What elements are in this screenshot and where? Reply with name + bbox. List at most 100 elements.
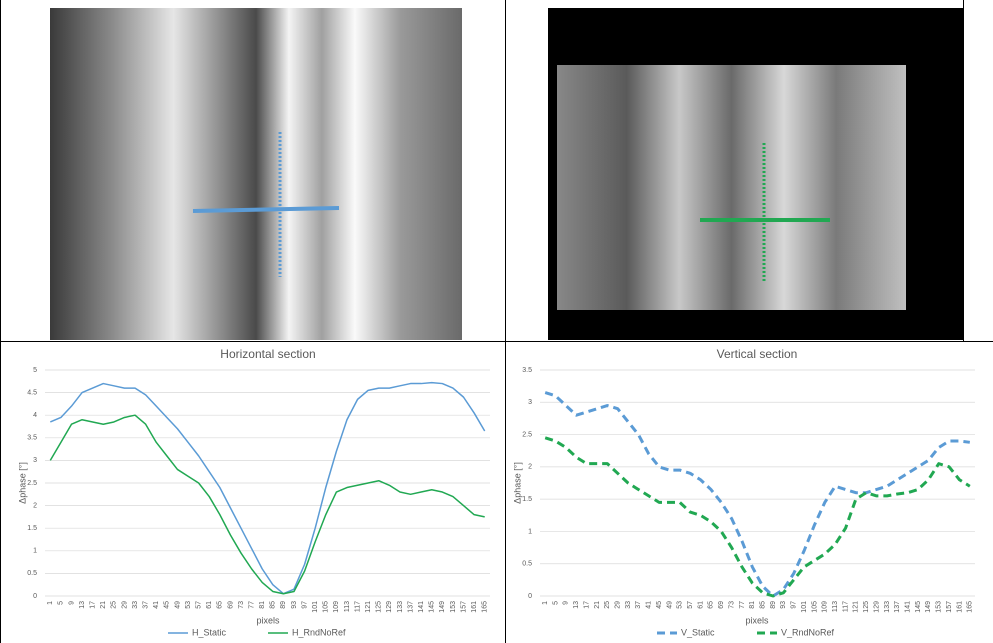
x-tick-label: 125 [376,601,383,613]
x-tick-label: 73 [728,601,735,609]
y-tick-label: 5 [33,367,37,374]
x-tick-label: 93 [780,601,787,609]
x-tick-label: 101 [801,601,808,613]
x-tick-label: 21 [594,601,601,609]
x-tick-label: 141 [418,601,425,613]
x-tick-label: 165 [967,601,974,613]
x-tick-label: 49 [174,601,181,609]
x-tick-label: 9 [68,601,75,605]
x-tick-label: 97 [791,601,798,609]
x-tick-label: 157 [460,601,467,613]
x-tick-label: 69 [718,601,725,609]
x-tick-label: 65 [217,601,224,609]
series-line [544,391,971,598]
x-axis-label: pixels [256,615,280,625]
y-tick-label: 0.5 [522,561,532,568]
y-tick-label: 1.5 [27,525,37,532]
x-tick-label: 113 [832,601,839,612]
x-tick-label: 117 [354,601,361,612]
x-tick-label: 121 [853,601,860,613]
image-left [50,8,462,340]
x-tick-label: 69 [227,601,234,609]
x-tick-label: 105 [811,601,818,613]
x-tick-label: 13 [573,601,580,609]
y-tick-label: 3 [33,457,37,464]
series-line [50,381,486,595]
x-tick-label: 13 [79,601,86,609]
x-tick-label: 57 [687,601,694,609]
x-tick-label: 109 [333,601,340,613]
x-tick-label: 81 [259,601,266,609]
x-tick-label: 145 [429,601,436,613]
y-tick-label: 0 [528,593,532,600]
y-tick-label: 1 [33,548,37,555]
y-tick-label: 2 [528,464,532,471]
x-tick-label: 57 [195,601,202,609]
x-tick-label: 121 [365,601,372,613]
x-tick-label: 125 [863,601,870,613]
x-tick-label: 77 [739,601,746,609]
y-tick-label: 2.5 [27,480,37,487]
x-tick-label: 5 [552,601,559,605]
x-tick-label: 29 [121,601,128,609]
x-tick-label: 145 [915,601,922,613]
chart-title: Horizontal section [220,347,315,361]
x-tick-label: 161 [956,601,963,613]
x-tick-label: 81 [749,601,756,609]
y-tick-label: 1 [528,528,532,535]
y-axis-label: Δphase [°] [17,462,27,504]
x-tick-label: 93 [291,601,298,609]
x-tick-label: 153 [450,601,457,613]
y-tick-label: 3 [528,399,532,406]
y-tick-label: 4 [33,412,37,419]
x-tick-label: 21 [100,601,107,609]
x-tick-label: 89 [280,601,287,609]
y-tick-label: 1.5 [522,496,532,503]
x-tick-label: 17 [90,601,97,609]
legend-label: V_Static [681,627,715,637]
x-tick-label: 9 [563,601,570,605]
x-tick-label: 29 [615,601,622,609]
x-tick-label: 161 [471,601,478,613]
x-tick-label: 61 [697,601,704,609]
x-tick-label: 37 [142,601,149,609]
x-tick-label: 41 [646,601,653,609]
x-tick-label: 45 [164,601,171,609]
x-tick-label: 49 [666,601,673,609]
x-tick-label: 5 [58,601,65,605]
x-tick-label: 129 [386,601,393,613]
y-tick-label: 3.5 [27,435,37,442]
y-tick-label: 0 [33,593,37,600]
legend-label: H_Static [192,627,227,637]
x-tick-label: 25 [604,601,611,609]
x-tick-label: 97 [301,601,308,609]
x-tick-label: 133 [884,601,891,613]
image-right [548,8,963,340]
x-tick-label: 65 [708,601,715,609]
x-tick-label: 41 [153,601,160,609]
y-tick-label: 2 [33,502,37,509]
x-tick-label: 53 [677,601,684,609]
x-tick-label: 101 [312,601,319,613]
x-tick-label: 129 [873,601,880,613]
y-tick-label: 4.5 [27,389,37,396]
x-tick-label: 153 [936,601,943,613]
x-tick-label: 133 [397,601,404,613]
x-tick-label: 109 [822,601,829,613]
x-tick-label: 149 [925,601,932,613]
y-tick-label: 3.5 [522,367,532,374]
x-tick-label: 137 [894,601,901,613]
x-tick-label: 85 [270,601,277,609]
x-tick-label: 45 [656,601,663,609]
x-tick-label: 73 [238,601,245,609]
x-tick-label: 165 [482,601,489,613]
x-tick-label: 33 [625,601,632,609]
x-tick-label: 17 [583,601,590,609]
x-tick-label: 141 [905,601,912,613]
x-tick-label: 105 [323,601,330,613]
x-tick-label: 25 [111,601,118,609]
x-tick-label: 37 [635,601,642,609]
x-tick-label: 1 [542,601,549,605]
chart-title: Vertical section [717,347,798,361]
